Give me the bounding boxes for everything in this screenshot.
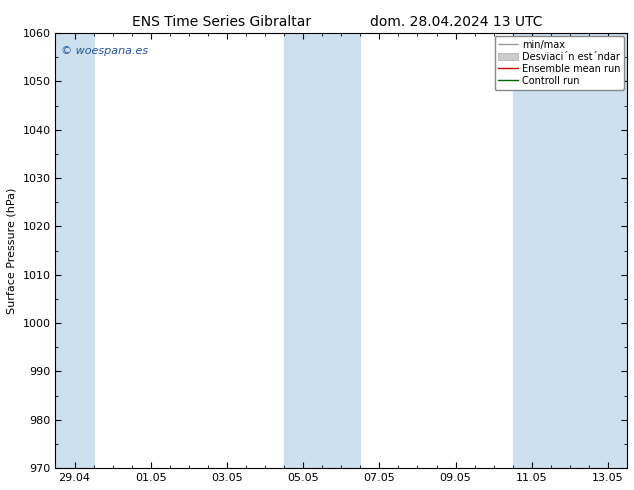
Text: © woespana.es: © woespana.es [61, 46, 148, 56]
Legend: min/max, Desviaci´n est´ndar, Ensemble mean run, Controll run: min/max, Desviaci´n est´ndar, Ensemble m… [495, 36, 624, 90]
Y-axis label: Surface Pressure (hPa): Surface Pressure (hPa) [7, 187, 17, 314]
Bar [284, 33, 360, 468]
Text: ENS Time Series Gibraltar: ENS Time Series Gibraltar [133, 15, 311, 29]
Text: dom. 28.04.2024 13 UTC: dom. 28.04.2024 13 UTC [370, 15, 543, 29]
Bar [56, 33, 94, 468]
Bar [513, 33, 627, 468]
